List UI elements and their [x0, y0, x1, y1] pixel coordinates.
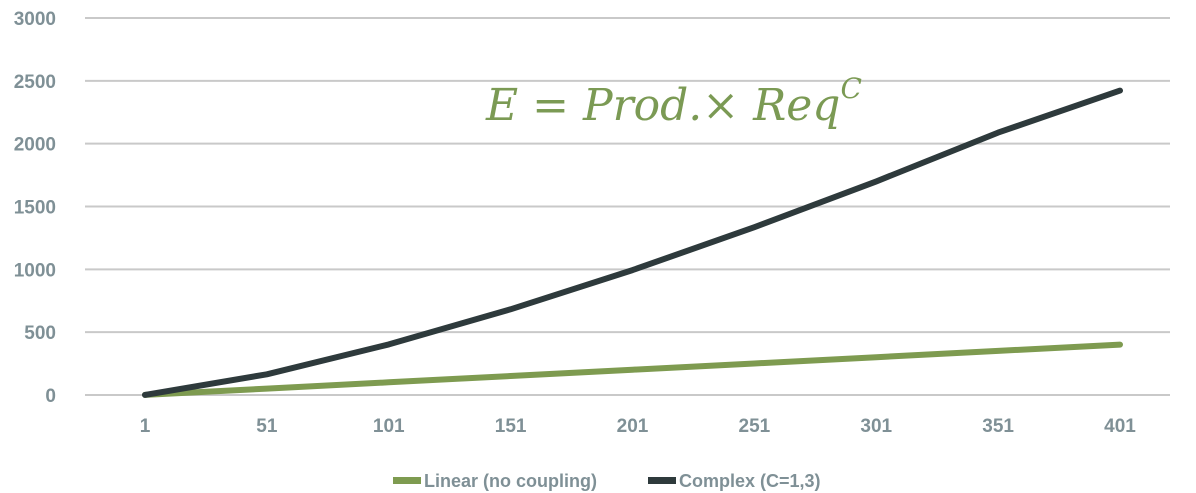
formula-superscript: C	[840, 72, 861, 105]
y-tick-label: 1000	[14, 260, 56, 281]
series-lines	[142, 87, 1123, 398]
legend-label-1: Complex (C=1,3)	[679, 471, 821, 491]
legend: Linear (no coupling) Complex (C=1,3)	[393, 471, 821, 491]
x-tick-label: 401	[1104, 416, 1136, 437]
x-tick-label: 201	[617, 416, 649, 437]
x-tick-label: 301	[860, 416, 892, 437]
formula-base: E = Prod.× Req	[485, 80, 840, 131]
y-tick-label: 2000	[14, 135, 56, 156]
x-axis-ticks: 1 51 101 151 201 251 301 351 401	[140, 416, 1137, 437]
formula-annotation: E = Prod.× ReqC	[485, 72, 862, 131]
x-tick-label: 101	[373, 416, 405, 437]
x-tick-label: 151	[495, 416, 527, 437]
y-tick-label: 1500	[14, 198, 56, 219]
y-tick-label: 3000	[14, 9, 56, 30]
legend-swatch-1	[648, 477, 676, 484]
x-tick-label: 251	[739, 416, 771, 437]
series-line-1	[142, 87, 1123, 398]
x-tick-label: 1	[140, 416, 151, 437]
legend-swatch-0	[393, 477, 421, 484]
y-tick-label: 500	[24, 323, 56, 344]
y-tick-label: 2500	[14, 72, 56, 93]
y-axis-ticks: 0 500 1000 1500 2000 2500 3000	[14, 9, 56, 407]
x-tick-label: 51	[256, 416, 278, 437]
x-tick-label: 351	[982, 416, 1014, 437]
gridlines	[85, 17, 1170, 396]
series-line-0	[142, 341, 1123, 398]
legend-label-0: Linear (no coupling)	[424, 471, 597, 491]
y-tick-label: 0	[45, 386, 56, 407]
